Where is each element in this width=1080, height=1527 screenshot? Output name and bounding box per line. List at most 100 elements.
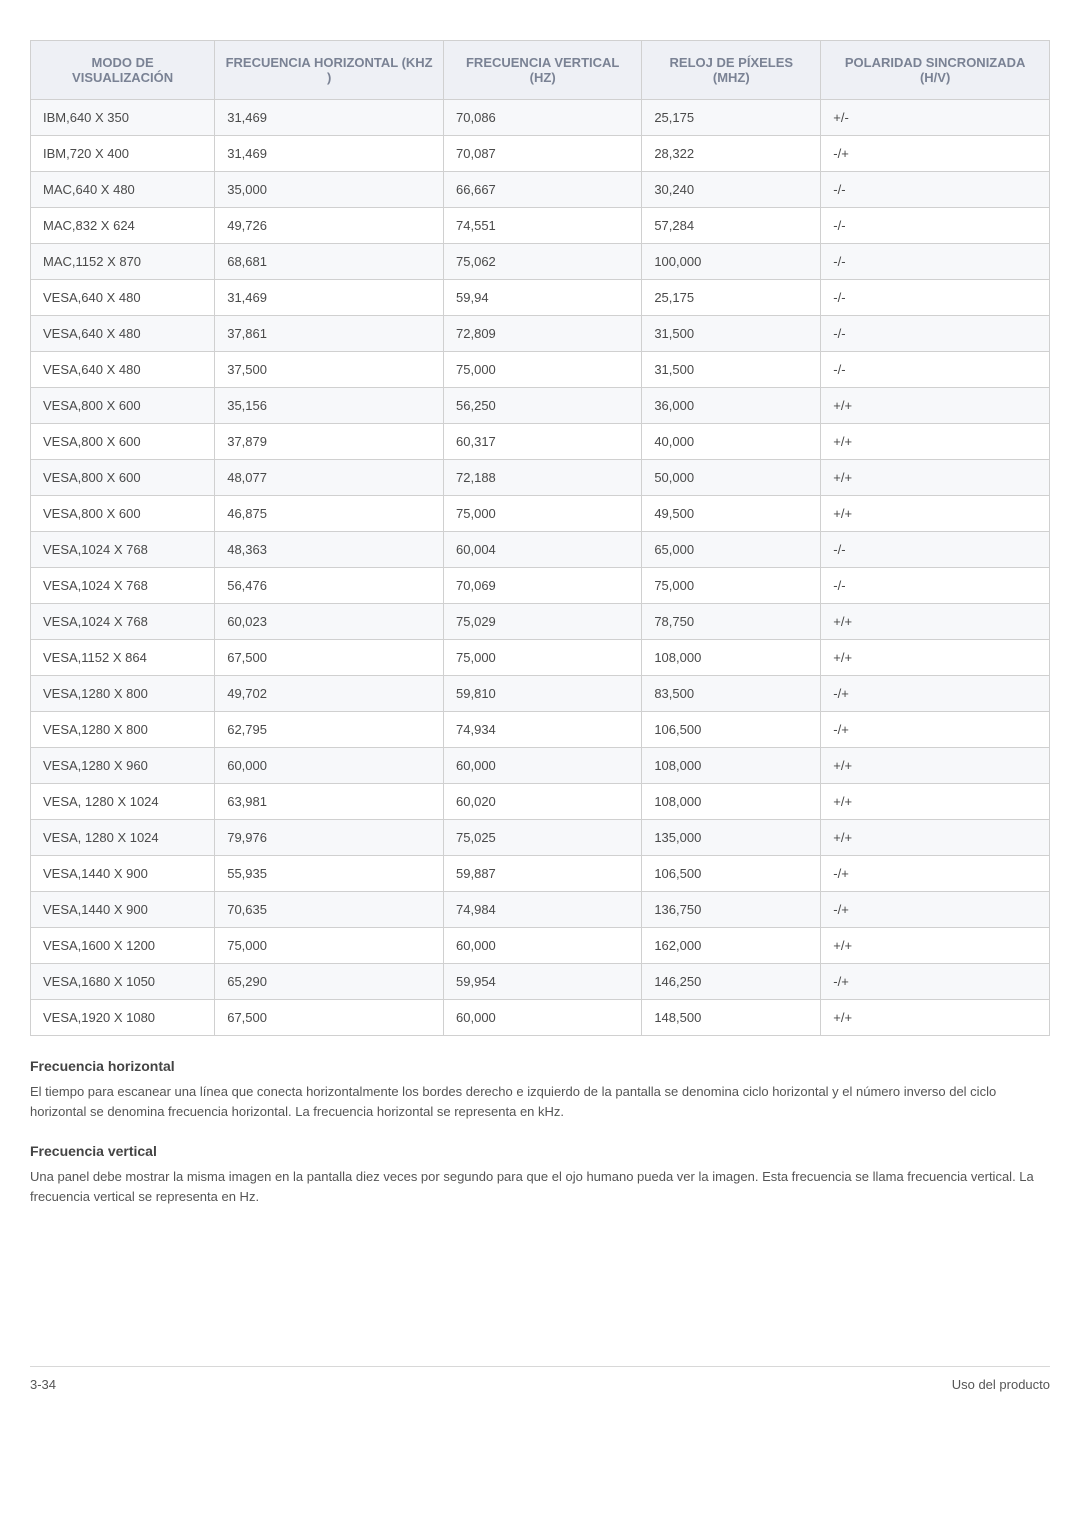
table-cell: 36,000 — [642, 388, 821, 424]
table-cell: 75,000 — [444, 496, 642, 532]
table-row: VESA,1024 X 76860,02375,02978,750+/+ — [31, 604, 1050, 640]
table-cell: 78,750 — [642, 604, 821, 640]
table-cell: -/+ — [821, 136, 1050, 172]
table-cell: 75,062 — [444, 244, 642, 280]
table-row: VESA,1680 X 105065,29059,954146,250-/+ — [31, 964, 1050, 1000]
table-cell: 31,469 — [215, 280, 444, 316]
table-cell: 148,500 — [642, 1000, 821, 1036]
table-cell: -/- — [821, 280, 1050, 316]
table-cell: 74,984 — [444, 892, 642, 928]
table-cell: -/+ — [821, 964, 1050, 1000]
table-cell: 75,000 — [642, 568, 821, 604]
table-cell: 106,500 — [642, 712, 821, 748]
table-cell: +/+ — [821, 604, 1050, 640]
table-cell: 75,000 — [215, 928, 444, 964]
table-cell: 31,469 — [215, 136, 444, 172]
col-pixclk: RELOJ DE PÍXELES (MHZ) — [642, 41, 821, 100]
table-cell: 108,000 — [642, 640, 821, 676]
table-cell: -/- — [821, 568, 1050, 604]
table-cell: VESA,1280 X 800 — [31, 676, 215, 712]
table-cell: VESA,1024 X 768 — [31, 604, 215, 640]
table-cell: VESA,1024 X 768 — [31, 532, 215, 568]
table-cell: 146,250 — [642, 964, 821, 1000]
table-cell: VESA,800 X 600 — [31, 424, 215, 460]
table-cell: 108,000 — [642, 784, 821, 820]
table-cell: MAC,832 X 624 — [31, 208, 215, 244]
table-cell: 49,500 — [642, 496, 821, 532]
table-cell: +/+ — [821, 640, 1050, 676]
col-hfreq: FRECUENCIA HORIZONTAL (KHZ ) — [215, 41, 444, 100]
table-cell: 108,000 — [642, 748, 821, 784]
table-cell: 100,000 — [642, 244, 821, 280]
table-row: VESA,640 X 48037,86172,80931,500-/- — [31, 316, 1050, 352]
table-cell: MAC,1152 X 870 — [31, 244, 215, 280]
col-mode: MODO DE VISUALIZACIÓN — [31, 41, 215, 100]
table-cell: -/+ — [821, 712, 1050, 748]
table-cell: -/- — [821, 208, 1050, 244]
table-cell: -/+ — [821, 892, 1050, 928]
table-cell: 46,875 — [215, 496, 444, 532]
table-cell: VESA,800 X 600 — [31, 388, 215, 424]
table-row: VESA,1280 X 80062,79574,934106,500-/+ — [31, 712, 1050, 748]
table-cell: 59,810 — [444, 676, 642, 712]
table-row: VESA,1024 X 76856,47670,06975,000-/- — [31, 568, 1050, 604]
table-cell: 59,94 — [444, 280, 642, 316]
table-cell: IBM,640 X 350 — [31, 100, 215, 136]
table-cell: 74,934 — [444, 712, 642, 748]
table-cell: VESA, 1280 X 1024 — [31, 784, 215, 820]
table-row: VESA,1600 X 120075,00060,000162,000+/+ — [31, 928, 1050, 964]
table-cell: -/+ — [821, 676, 1050, 712]
table-cell: 72,188 — [444, 460, 642, 496]
col-vfreq: FRECUENCIA VERTICAL (HZ) — [444, 41, 642, 100]
table-row: VESA,1280 X 80049,70259,81083,500-/+ — [31, 676, 1050, 712]
table-cell: IBM,720 X 400 — [31, 136, 215, 172]
table-cell: VESA,1680 X 1050 — [31, 964, 215, 1000]
table-cell: 57,284 — [642, 208, 821, 244]
table-cell: +/- — [821, 100, 1050, 136]
table-cell: 74,551 — [444, 208, 642, 244]
table-cell: +/+ — [821, 928, 1050, 964]
table-cell: 37,500 — [215, 352, 444, 388]
table-row: MAC,832 X 62449,72674,55157,284-/- — [31, 208, 1050, 244]
table-cell: 66,667 — [444, 172, 642, 208]
table-cell: VESA,1280 X 960 — [31, 748, 215, 784]
table-row: VESA,1440 X 90055,93559,887106,500-/+ — [31, 856, 1050, 892]
table-cell: 55,935 — [215, 856, 444, 892]
table-cell: 70,086 — [444, 100, 642, 136]
table-cell: +/+ — [821, 424, 1050, 460]
table-cell: VESA,800 X 600 — [31, 460, 215, 496]
table-row: VESA, 1280 X 102463,98160,020108,000+/+ — [31, 784, 1050, 820]
footer-page-number: 3-34 — [30, 1377, 56, 1392]
table-cell: VESA,640 X 480 — [31, 352, 215, 388]
table-cell: 60,000 — [444, 1000, 642, 1036]
table-cell: 56,476 — [215, 568, 444, 604]
table-cell: 63,981 — [215, 784, 444, 820]
table-cell: 31,500 — [642, 352, 821, 388]
table-row: VESA,640 X 48037,50075,00031,500-/- — [31, 352, 1050, 388]
table-cell: 60,000 — [444, 748, 642, 784]
heading-vertical: Frecuencia vertical — [30, 1143, 1050, 1159]
table-cell: VESA,1920 X 1080 — [31, 1000, 215, 1036]
table-cell: 49,726 — [215, 208, 444, 244]
table-cell: +/+ — [821, 388, 1050, 424]
table-cell: 37,861 — [215, 316, 444, 352]
table-cell: 35,156 — [215, 388, 444, 424]
table-row: IBM,720 X 40031,46970,08728,322-/+ — [31, 136, 1050, 172]
table-cell: 70,087 — [444, 136, 642, 172]
table-header-row: MODO DE VISUALIZACIÓN FRECUENCIA HORIZON… — [31, 41, 1050, 100]
table-cell: 75,000 — [444, 352, 642, 388]
table-cell: -/- — [821, 532, 1050, 568]
table-cell: 83,500 — [642, 676, 821, 712]
table-cell: +/+ — [821, 460, 1050, 496]
table-cell: 72,809 — [444, 316, 642, 352]
table-row: VESA, 1280 X 102479,97675,025135,000+/+ — [31, 820, 1050, 856]
table-cell: VESA,800 X 600 — [31, 496, 215, 532]
table-cell: VESA,1440 X 900 — [31, 856, 215, 892]
text-vertical: Una panel debe mostrar la misma imagen e… — [30, 1167, 1050, 1206]
table-cell: 48,363 — [215, 532, 444, 568]
table-cell: VESA, 1280 X 1024 — [31, 820, 215, 856]
page-footer: 3-34 Uso del producto — [30, 1366, 1050, 1392]
table-cell: 79,976 — [215, 820, 444, 856]
table-cell: 62,795 — [215, 712, 444, 748]
table-cell: 70,635 — [215, 892, 444, 928]
